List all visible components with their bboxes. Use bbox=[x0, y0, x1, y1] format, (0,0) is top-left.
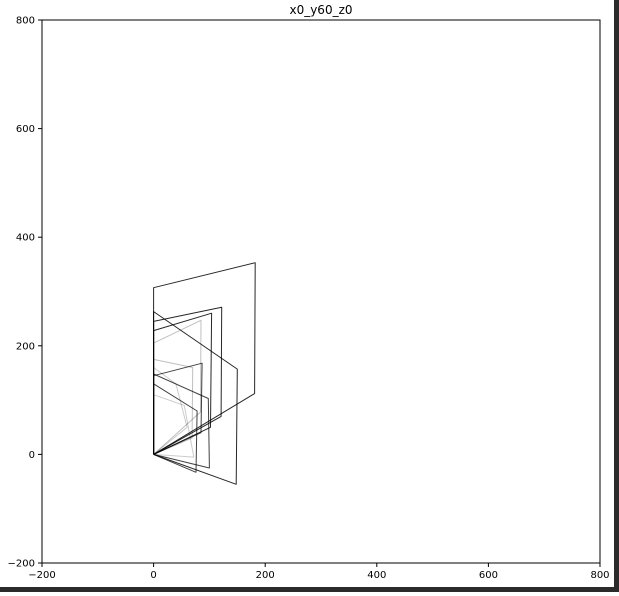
series-line-10 bbox=[153, 394, 195, 458]
y-tick-label: 400 bbox=[16, 233, 35, 244]
chart-title: x0_y60_z0 bbox=[289, 3, 352, 17]
y-tick-label: 600 bbox=[16, 124, 35, 135]
series-line-7 bbox=[153, 319, 202, 455]
y-tick-label: 200 bbox=[16, 341, 35, 352]
series-line-9 bbox=[153, 367, 188, 455]
x-tick-label: 0 bbox=[150, 570, 156, 581]
window-edge-bottom bbox=[0, 587, 619, 592]
y-tick-label: 0 bbox=[29, 450, 35, 461]
x-tick-label: 400 bbox=[367, 570, 386, 581]
series-line-6 bbox=[153, 383, 198, 473]
y-axis: −200 0 200 400 600 800 bbox=[8, 16, 42, 570]
x-axis: −200 0 200 400 600 800 bbox=[28, 563, 610, 581]
y-tick-label: 800 bbox=[16, 16, 35, 27]
plot-area bbox=[41, 19, 601, 564]
x-tick-label: 600 bbox=[479, 570, 498, 581]
x-tick-label: 800 bbox=[590, 570, 609, 581]
x-tick-label: 200 bbox=[256, 570, 275, 581]
series-layer bbox=[153, 262, 256, 485]
x-tick-label: −200 bbox=[28, 570, 55, 581]
y-tick-label: −200 bbox=[8, 559, 35, 570]
series-line-3 bbox=[153, 312, 213, 455]
series-line-8 bbox=[153, 358, 194, 455]
window-edge-right bbox=[614, 0, 619, 592]
